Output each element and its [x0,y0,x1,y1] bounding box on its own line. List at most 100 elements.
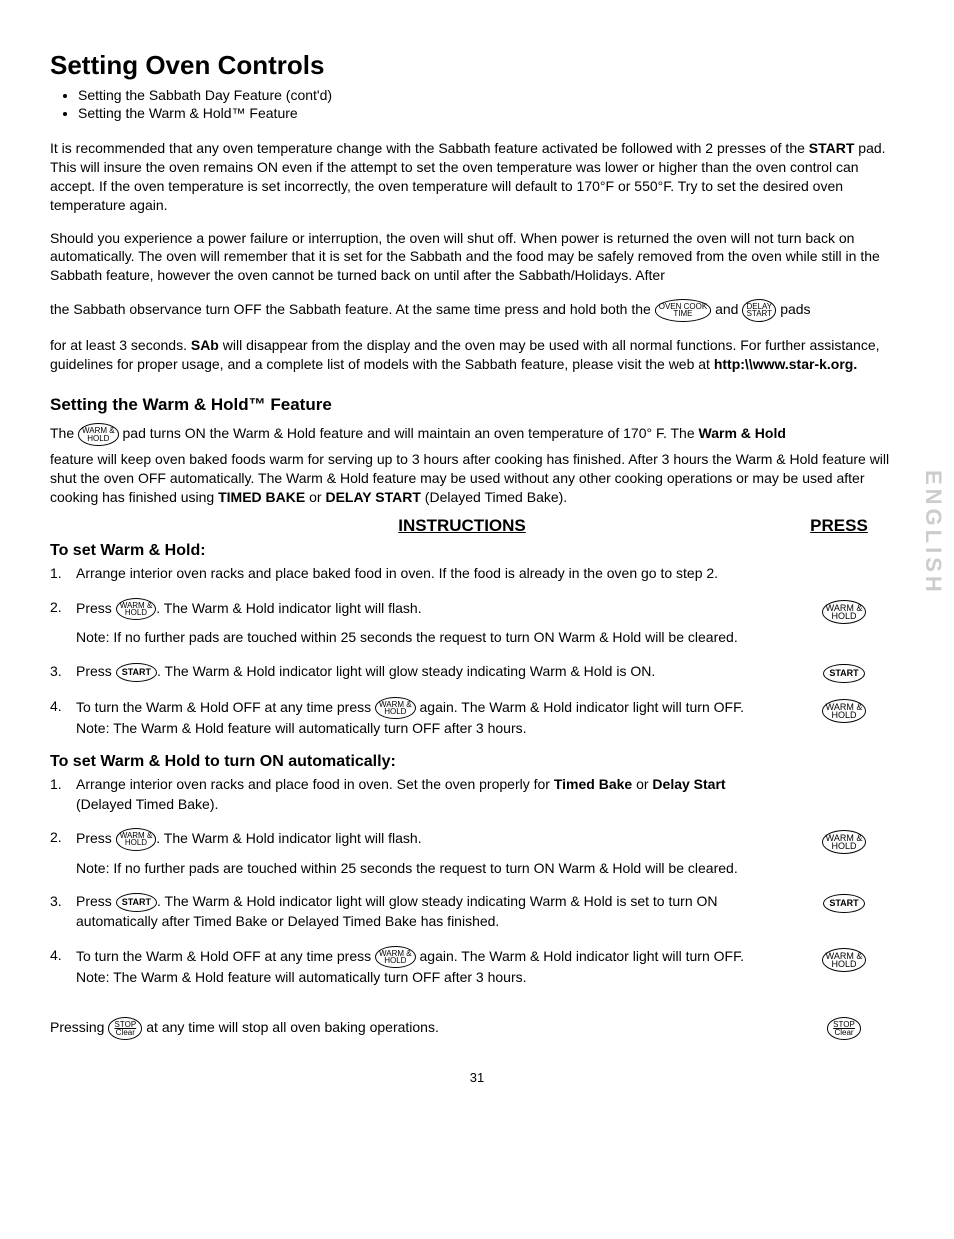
warm-hold-pad-icon: WARM &HOLD [116,598,157,620]
footer-press-cell: STOPClear [784,1017,904,1039]
step-press-cell: WARM &HOLD [784,598,904,624]
text: . The Warm & Hold indicator light will g… [157,663,655,679]
step-press-cell: WARM &HOLD [784,697,904,723]
step-press-cell [784,564,904,566]
footer-row: Pressing STOPClear at any time will stop… [50,1017,904,1039]
topic-bullets: Setting the Sabbath Day Feature (cont'd)… [78,87,904,121]
warm-hold-pad-icon: WARM &HOLD [822,600,867,624]
step-press-cell: WARM &HOLD [784,828,904,854]
step-number: 3. [50,662,76,679]
text-bold: Warm & Hold [699,425,786,441]
paragraph: It is recommended that any oven temperat… [50,139,904,215]
step-press-cell: START [784,662,904,683]
step-text: Arrange interior oven racks and place ba… [76,564,784,584]
link-text: http:\\www.star-k.org. [714,356,857,372]
start-pad-icon: START [823,664,864,683]
delay-start-pad-icon: DELAYSTART [742,299,776,321]
step-text: Press START. The Warm & Hold indicator l… [76,892,784,931]
page-title: Setting Oven Controls [50,50,904,81]
document-page: ENGLISH Setting Oven Controls Setting th… [0,0,954,1115]
text: pad turns ON the Warm & Hold feature and… [123,425,699,441]
step-number: 1. [50,564,76,581]
text: or [632,776,652,792]
step-row: 2. Press WARM &HOLD. The Warm & Hold ind… [50,598,904,648]
text-bold: SAb [191,337,219,353]
text: To turn the Warm & Hold OFF at any time … [76,947,375,963]
text-bold: Delay Start [652,776,725,792]
text-bold: DELAY START [325,489,420,505]
step-number: 2. [50,598,76,615]
note-text: Note: If no further pads are touched wit… [76,628,754,648]
paragraph: the Sabbath observance turn OFF the Sabb… [50,299,904,321]
step-number: 4. [50,697,76,714]
text: pads [780,301,810,317]
text: Press [76,830,116,846]
step-press-cell: START [784,892,904,913]
step-number: 3. [50,892,76,909]
bullet-item: Setting the Warm & Hold™ Feature [78,105,904,121]
warm-hold-pad-icon: WARM &HOLD [375,946,416,968]
paragraph: The WARM &HOLD pad turns ON the Warm & H… [50,423,904,445]
stop-clear-pad-icon: STOPClear [108,1017,142,1039]
text: and [715,301,742,317]
step-row: 3. Press START . The Warm & Hold indicato… [50,662,904,683]
text-bold: Timed Bake [554,776,632,792]
text: It is recommended that any oven temperat… [50,140,809,156]
stop-clear-pad-icon: STOPClear [827,1017,861,1039]
text: (Delayed Timed Bake). [421,489,567,505]
text: . The Warm & Hold indicator light will g… [76,893,718,929]
text: Press [76,600,116,616]
start-pad-icon: START [823,894,864,913]
text: Arrange interior oven racks and place fo… [76,776,554,792]
step-row: 1. Arrange interior oven racks and place… [50,564,904,584]
step-row: 4. To turn the Warm & Hold OFF at any ti… [50,946,904,988]
warm-hold-pad-icon: WARM &HOLD [375,697,416,719]
text: Press [76,663,116,679]
text: Press [76,893,116,909]
sub-heading: To set Warm & Hold to turn ON automatica… [50,753,904,771]
step-text: Press WARM &HOLD. The Warm & Hold indica… [76,828,784,878]
step-row: 1. Arrange interior oven racks and place… [50,775,904,814]
instructions-header-row: INSTRUCTIONS PRESS [50,516,904,536]
step-number: 4. [50,946,76,963]
press-heading: PRESS [774,516,904,536]
text: or [305,489,325,505]
start-pad-icon: START [116,893,157,912]
warm-hold-pad-icon: WARM &HOLD [78,423,119,445]
step-text: Arrange interior oven racks and place fo… [76,775,784,814]
step-text: To turn the Warm & Hold OFF at any time … [76,946,784,988]
text: for at least 3 seconds. [50,337,191,353]
text: The [50,425,78,441]
language-side-label: ENGLISH [920,470,946,596]
paragraph: Should you experience a power failure or… [50,229,904,286]
text-bold: TIMED BAKE [218,489,305,505]
step-text: To turn the Warm & Hold OFF at any time … [76,697,784,739]
footer-text: Pressing STOPClear at any time will stop… [50,1017,784,1039]
sub-heading: To set Warm & Hold: [50,542,904,560]
text-bold: START [809,140,855,156]
warm-hold-pad-icon: WARM &HOLD [822,948,867,972]
warm-hold-pad-icon: WARM &HOLD [822,830,867,854]
paragraph: feature will keep oven baked foods warm … [50,450,904,507]
section-heading: Setting the Warm & Hold™ Feature [50,395,904,415]
text: the Sabbath observance turn OFF the Sabb… [50,301,655,317]
bullet-item: Setting the Sabbath Day Feature (cont'd) [78,87,904,103]
text: . The Warm & Hold indicator light will f… [156,600,421,616]
warm-hold-pad-icon: WARM &HOLD [822,699,867,723]
step-row: 2. Press WARM &HOLD. The Warm & Hold ind… [50,828,904,878]
text: To turn the Warm & Hold OFF at any time … [76,699,375,715]
note-text: Note: If no further pads are touched wit… [76,859,754,879]
warm-hold-pad-icon: WARM &HOLD [116,828,157,850]
step-row: 4. To turn the Warm & Hold OFF at any ti… [50,697,904,739]
text: (Delayed Timed Bake). [76,796,218,812]
oven-cook-time-pad-icon: OVEN COOKTIME [655,299,711,321]
page-number: 31 [50,1070,904,1085]
step-press-cell: WARM &HOLD [784,946,904,972]
text: at any time will stop all oven baking op… [146,1019,439,1035]
paragraph: for at least 3 seconds. SAb will disappe… [50,336,904,374]
step-number: 2. [50,828,76,845]
step-row: 3. Press START. The Warm & Hold indicato… [50,892,904,931]
step-press-cell [784,775,904,777]
text: Pressing [50,1019,108,1035]
instructions-heading: INSTRUCTIONS [50,516,774,536]
